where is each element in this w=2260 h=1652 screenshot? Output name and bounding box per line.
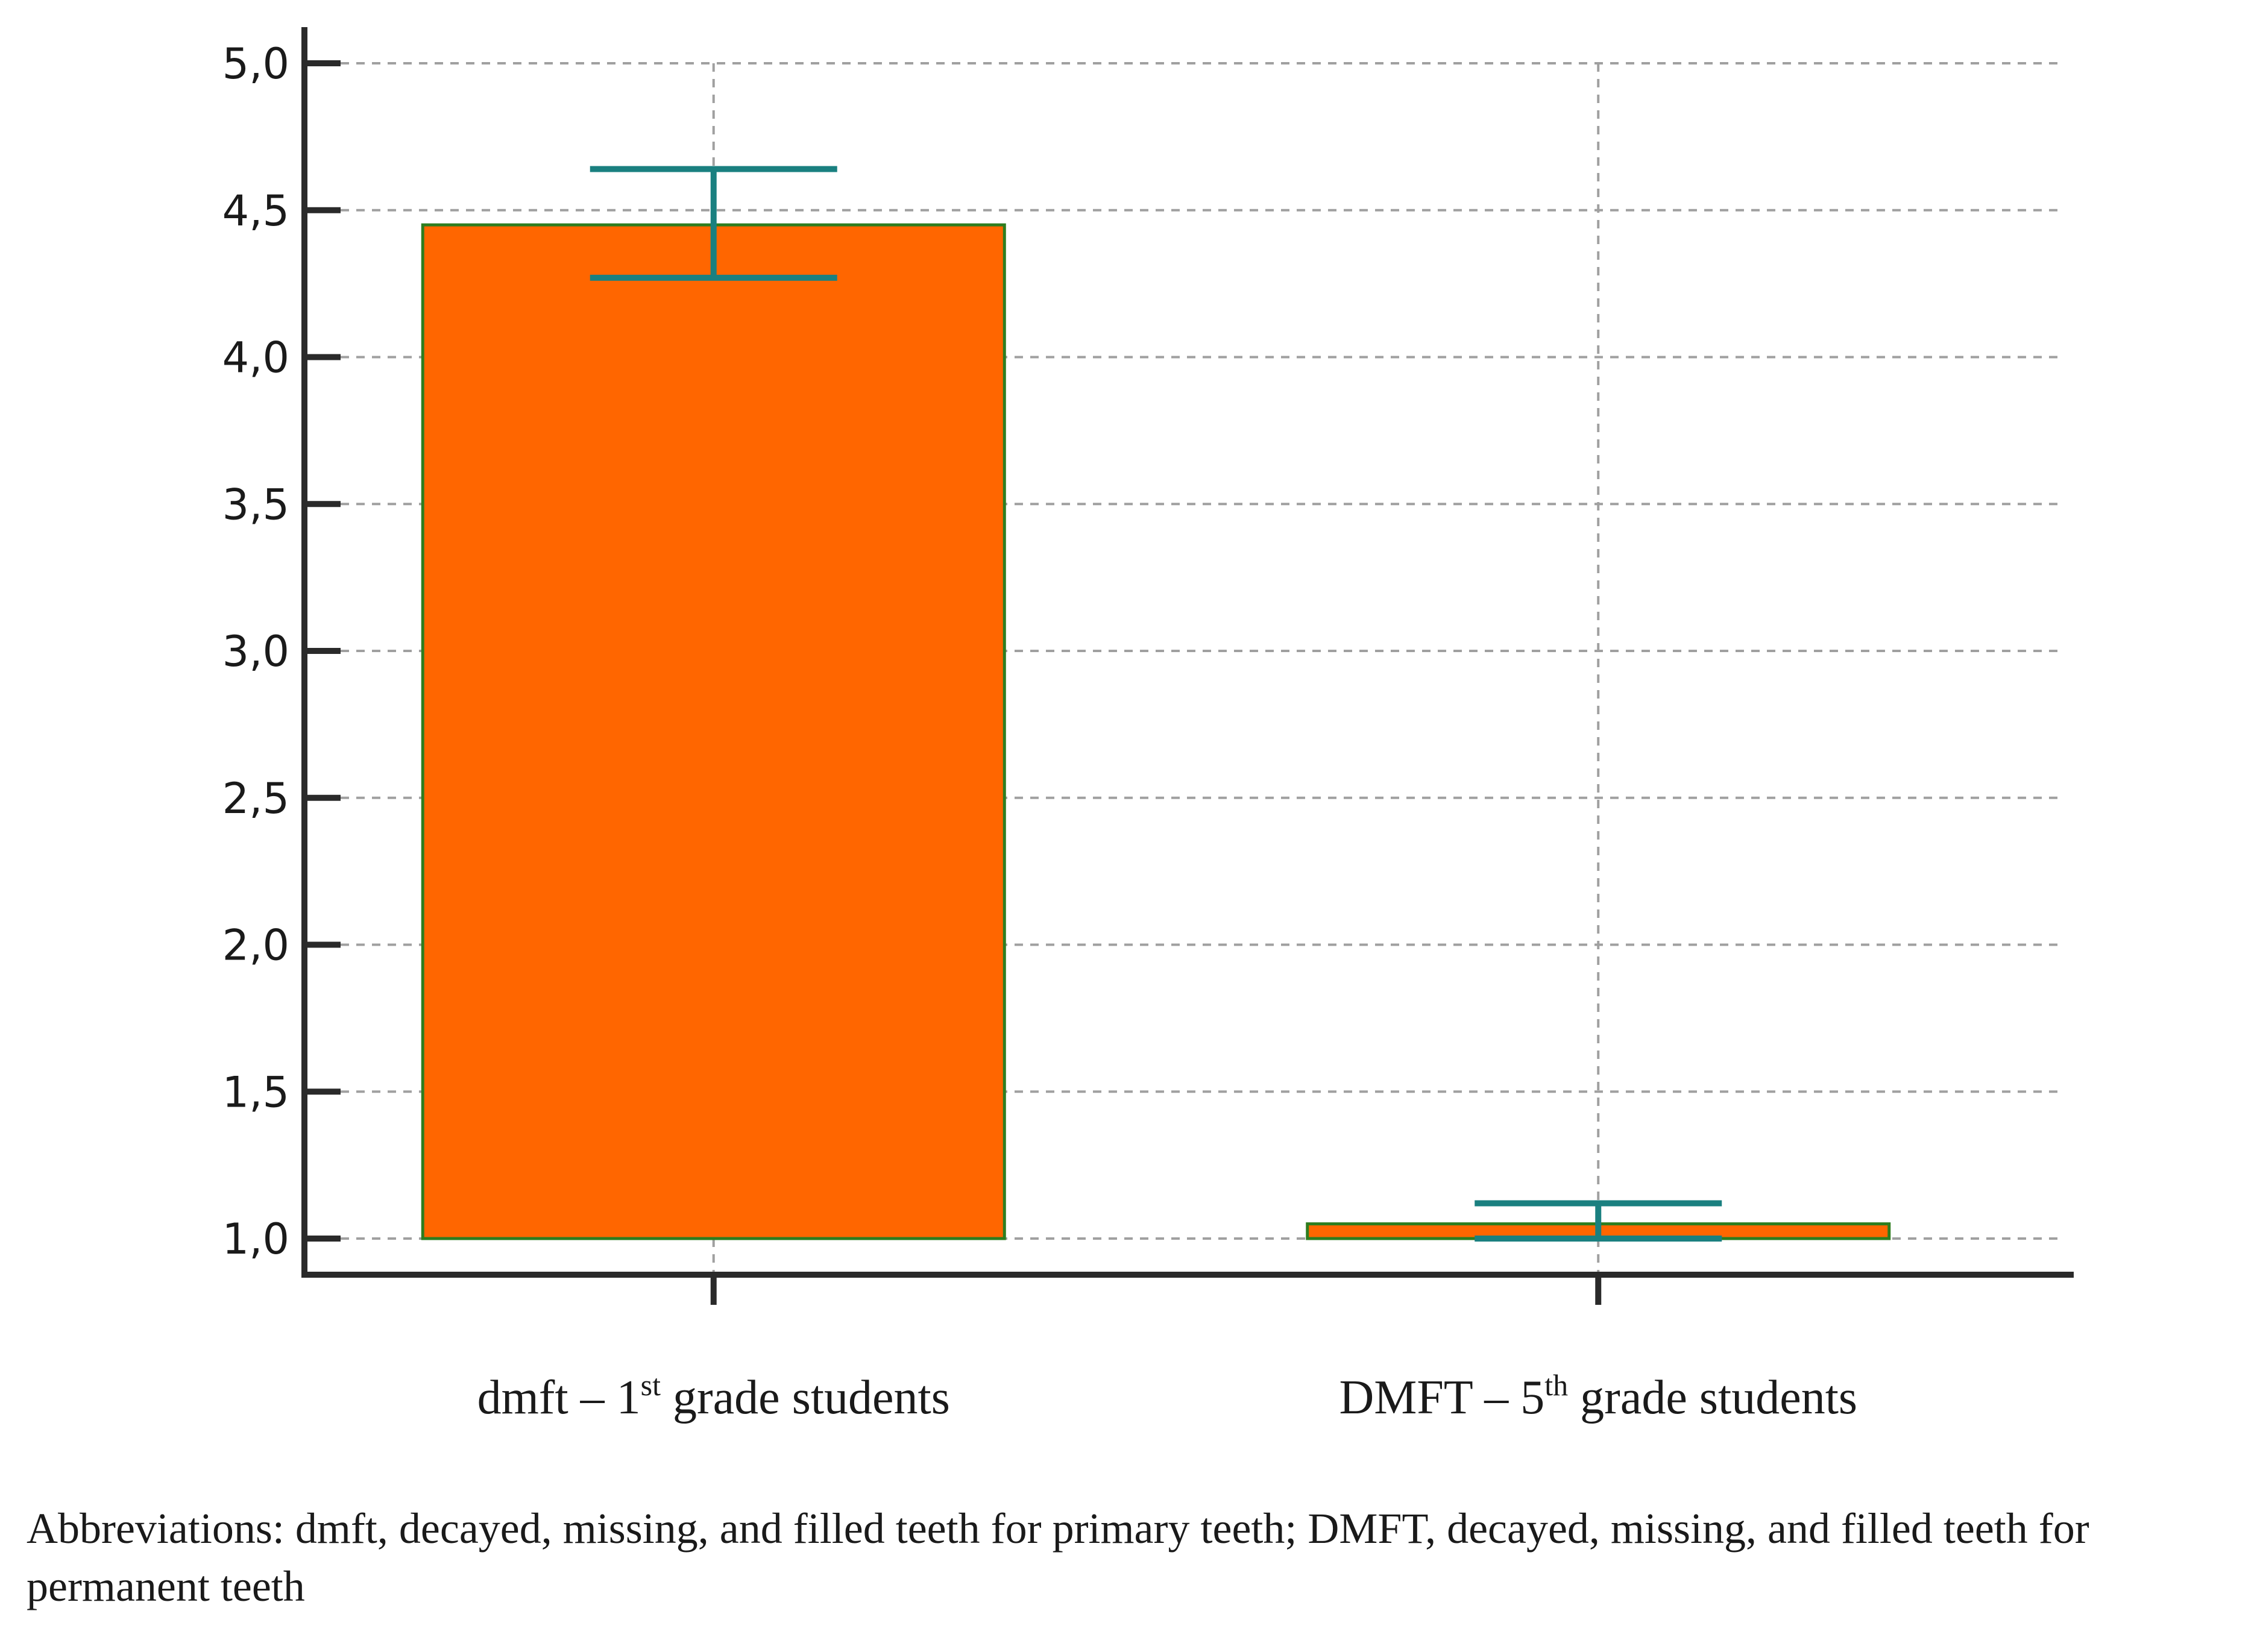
x-category-label-1: DMFT – 5th grade students	[1339, 1368, 1857, 1424]
y-tick-label-1: 1,5	[222, 1067, 289, 1117]
bar-0	[421, 223, 1006, 1240]
y-tick-label-2: 2,0	[222, 921, 289, 970]
x-category-label-0: dmft – 1st grade students	[477, 1368, 950, 1424]
y-tick-label-8: 5,0	[222, 39, 289, 89]
bars	[421, 223, 1891, 1240]
y-tick-label-0: 1,0	[222, 1214, 289, 1264]
y-tick-label-5: 3,5	[222, 480, 289, 529]
y-tick-label-6: 4,0	[222, 333, 289, 383]
y-tick-labels: 1,0 1,5 2,0 2,5 3,0 3,5 4,0 4,5 5,0	[222, 39, 289, 1264]
x-category-labels: dmft – 1st grade students DMFT – 5th grad…	[477, 1368, 1857, 1424]
figure-caption: Abbreviations: dmft, decayed, missing, a…	[27, 1504, 2089, 1610]
y-tick-label-7: 4,5	[222, 186, 289, 236]
error-bars	[590, 166, 1722, 1242]
y-tick-label-3: 2,5	[222, 774, 289, 823]
y-tick-label-4: 3,0	[222, 627, 289, 676]
bar-chart: 1,0 1,5 2,0 2,5 3,0 3,5 4,0 4,5 5,0 dmft – 1st g…	[222, 27, 2074, 1424]
axes	[301, 27, 2074, 1305]
